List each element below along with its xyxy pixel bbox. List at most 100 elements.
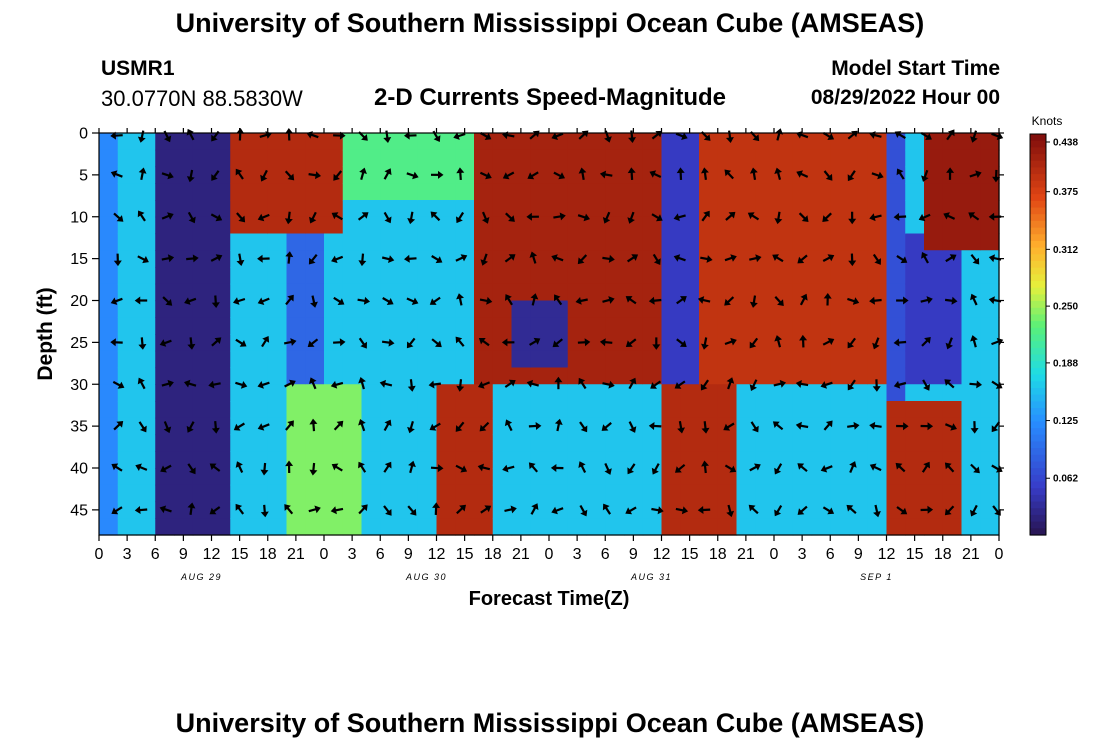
heatmap-cell	[886, 283, 906, 302]
current-vector-head	[853, 421, 860, 430]
heatmap-cell	[117, 401, 138, 419]
heatmap-cell	[980, 267, 1000, 285]
heatmap-cell	[961, 133, 981, 151]
heatmap-cell	[755, 384, 775, 402]
heatmap-cell	[624, 233, 644, 251]
current-vector-head	[723, 423, 731, 431]
current-vector-head	[116, 421, 124, 428]
colorbar-segment	[1030, 508, 1046, 516]
heatmap-cell	[511, 149, 531, 168]
heatmap-cell	[305, 233, 325, 251]
heatmap-cell	[417, 501, 438, 519]
heatmap-cell	[905, 434, 925, 452]
heatmap-cell	[736, 133, 756, 151]
heatmap-cell	[305, 250, 325, 268]
current-vector-head	[869, 213, 876, 222]
heatmap-cell	[717, 283, 738, 302]
heatmap-cell	[624, 417, 644, 436]
x-tick-label: 12	[653, 546, 671, 563]
heatmap-cell	[624, 334, 644, 352]
x-tick-label: 6	[601, 546, 610, 563]
heatmap-cell	[642, 350, 663, 369]
heatmap-cell	[399, 216, 419, 235]
current-vector-head	[437, 464, 444, 473]
heatmap-cell	[342, 200, 363, 218]
heatmap-cell	[642, 334, 663, 352]
heatmap-cell	[99, 300, 119, 318]
heatmap-cell	[567, 233, 588, 251]
heatmap-cell	[924, 417, 944, 436]
heatmap-cell	[117, 300, 138, 318]
current-vector-head	[528, 462, 536, 470]
current-vector-head	[187, 343, 196, 350]
heatmap-cell	[942, 283, 963, 302]
current-vector-head	[970, 428, 979, 434]
heatmap-cell	[699, 300, 719, 318]
heatmap-cell	[755, 233, 775, 251]
colorbar-segment	[1030, 267, 1046, 275]
date-label: AUG 30	[405, 572, 447, 582]
heatmap-cell	[661, 149, 681, 168]
current-vector-head	[848, 218, 857, 225]
heatmap-cell	[905, 501, 925, 519]
current-vector-head	[629, 377, 637, 385]
heatmap-cell	[455, 233, 475, 251]
heatmap-cell	[305, 417, 325, 436]
current-vector-head	[599, 170, 607, 179]
current-vector-head	[799, 334, 808, 341]
heatmap-cell	[717, 434, 738, 452]
heatmap-cell	[99, 434, 119, 452]
heatmap-cell	[830, 149, 850, 168]
heatmap-cell	[567, 401, 588, 419]
heatmap-cell	[755, 501, 775, 519]
heatmap-cell	[436, 300, 456, 318]
heatmap-cell	[736, 267, 756, 285]
current-vector-head	[847, 341, 855, 349]
heatmap-cell	[286, 484, 306, 503]
heatmap-cell	[774, 149, 794, 168]
heatmap-cell	[792, 518, 813, 536]
colorbar-segment	[1030, 234, 1046, 242]
heatmap-cell	[886, 267, 906, 285]
heatmap-cell	[661, 501, 681, 519]
heatmap-cell	[155, 149, 175, 168]
heatmap-cell	[980, 149, 1000, 168]
current-vector-head	[433, 135, 441, 142]
heatmap-cell	[755, 267, 775, 285]
current-vector-head	[262, 336, 270, 343]
heatmap-cell	[924, 468, 944, 486]
heatmap-cell	[849, 267, 869, 285]
heatmap-cell	[680, 267, 700, 285]
heatmap-cell	[324, 216, 344, 235]
heatmap-cell	[474, 233, 494, 251]
heatmap-cell	[267, 350, 288, 369]
heatmap-cell	[642, 267, 663, 285]
current-vector-head	[309, 418, 318, 425]
heatmap-cell	[324, 468, 344, 486]
heatmap-cell	[117, 149, 138, 168]
x-tick-label: 6	[826, 546, 835, 563]
heatmap-cell	[586, 384, 606, 402]
current-vector-head	[429, 423, 437, 431]
heatmap-cell	[511, 367, 531, 385]
colorbar-segment	[1030, 307, 1046, 316]
heatmap-cell	[474, 267, 494, 285]
current-vector-head	[260, 511, 269, 518]
heatmap-cell	[774, 417, 794, 436]
heatmap-cell	[99, 216, 119, 235]
heatmap-cell	[736, 283, 756, 302]
heatmap-cell	[680, 250, 700, 268]
heatmap-cell	[305, 149, 325, 168]
heatmap-cell	[961, 367, 981, 385]
heatmap-cell	[942, 133, 963, 151]
heatmap-cell	[811, 250, 831, 268]
current-vector-head	[772, 421, 780, 428]
current-vector-head	[211, 302, 220, 308]
heatmap-cell	[474, 317, 494, 335]
current-vector-head	[164, 135, 172, 143]
current-vector-head	[429, 298, 437, 305]
current-vector-head	[208, 380, 215, 389]
heatmap-cell	[474, 518, 494, 536]
heatmap-cell	[192, 468, 213, 486]
heatmap-cell	[342, 518, 363, 536]
